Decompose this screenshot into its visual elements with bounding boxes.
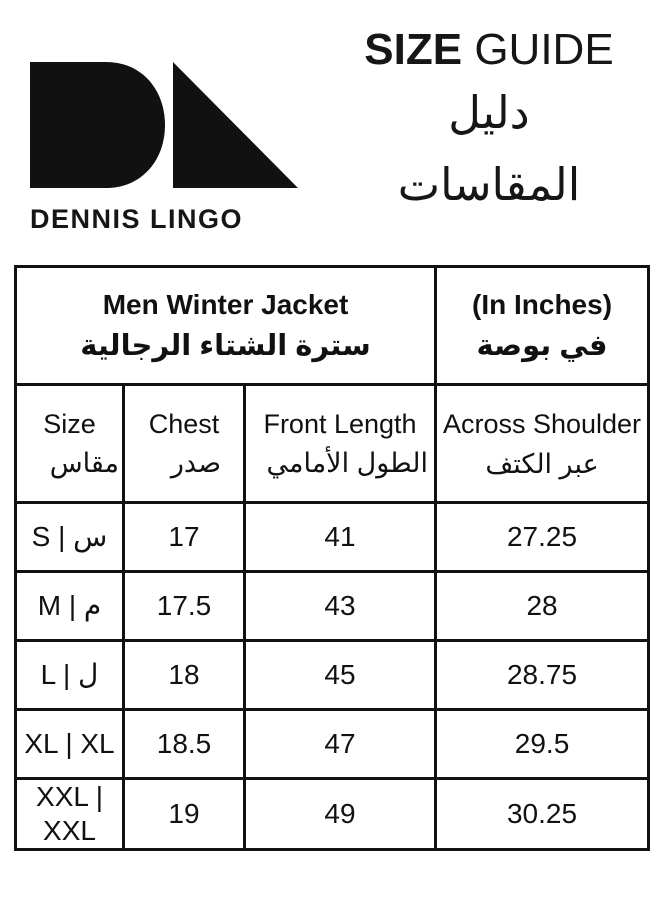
- title-block: SIZE GUIDE دليل المقاسات: [336, 24, 642, 221]
- table-title-row: Men Winter Jacket سترة الشتاء الرجالية (…: [13, 265, 651, 386]
- across-shoulder-cell: 27.25: [434, 501, 651, 573]
- column-header-size-ar: مقاس: [49, 448, 119, 478]
- size-cell: XL | XL: [14, 708, 125, 780]
- page-title: SIZE GUIDE: [336, 24, 642, 77]
- column-header-size-en: Size: [43, 409, 96, 439]
- across-shoulder-cell: 30.25: [434, 777, 651, 851]
- units-cell: (In Inches) في بوصة: [434, 265, 651, 386]
- column-header-chest-ar: صدر: [170, 448, 221, 478]
- product-title-cell: Men Winter Jacket سترة الشتاء الرجالية: [13, 265, 438, 386]
- table-row: L | ل 18 45 28.75: [14, 639, 651, 711]
- column-header-across-shoulder: Across Shoulder عبر الكتف: [434, 383, 651, 504]
- front-length-cell: 49: [242, 777, 438, 851]
- column-header-front-length: Front Length الطول الأمامي: [242, 383, 438, 504]
- dennis-lingo-logo-icon: [30, 62, 298, 188]
- front-length-cell: 45: [242, 639, 438, 711]
- column-header-front-length-ar: الطول الأمامي: [266, 448, 429, 478]
- chest-cell: 18.5: [122, 708, 246, 780]
- column-header-row: Size مقاس Chest صدر Front Length الطول ا…: [14, 383, 651, 504]
- table-row: XL | XL 18.5 47 29.5: [14, 708, 651, 780]
- brand-block: DENNIS LINGO: [30, 62, 298, 235]
- across-shoulder-cell: 29.5: [434, 708, 651, 780]
- page-title-arabic-line2: المقاسات: [397, 158, 581, 210]
- front-length-cell: 43: [242, 570, 438, 642]
- across-shoulder-cell: 28.75: [434, 639, 651, 711]
- column-header-size: Size مقاس: [14, 383, 125, 504]
- product-name-en: Men Winter Jacket: [102, 288, 349, 320]
- size-cell: XXL | XXL: [14, 777, 125, 851]
- column-header-chest: Chest صدر: [122, 383, 246, 504]
- units-en: (In Inches): [472, 288, 613, 320]
- table-row: XXL | XXL 19 49 30.25: [14, 777, 651, 851]
- across-shoulder-cell: 28: [434, 570, 651, 642]
- table-row: S | س 17 41 27.25: [14, 501, 651, 573]
- page-header: DENNIS LINGO SIZE GUIDE دليل المقاسات: [0, 0, 660, 265]
- chest-cell: 19: [122, 777, 246, 851]
- table-row: M | م 17.5 43 28: [14, 570, 651, 642]
- page-title-arabic-line1: دليل: [448, 86, 530, 138]
- column-header-across-shoulder-ar: عبر الكتف: [485, 449, 599, 479]
- size-table: Men Winter Jacket سترة الشتاء الرجالية (…: [13, 265, 651, 851]
- chest-cell: 17: [122, 501, 246, 573]
- chest-cell: 18: [122, 639, 246, 711]
- units-ar: في بوصة: [476, 329, 608, 362]
- column-header-front-length-en: Front Length: [263, 409, 417, 439]
- column-header-across-shoulder-en: Across Shoulder: [442, 409, 642, 439]
- chest-cell: 17.5: [122, 570, 246, 642]
- size-cell: S | س: [14, 501, 125, 573]
- column-header-chest-en: Chest: [148, 409, 220, 439]
- size-guide-page: DENNIS LINGO SIZE GUIDE دليل المقاسات Me…: [0, 0, 660, 851]
- front-length-cell: 41: [242, 501, 438, 573]
- page-title-size-word: SIZE: [364, 25, 463, 74]
- size-cell: M | م: [14, 570, 125, 642]
- front-length-cell: 47: [242, 708, 438, 780]
- page-title-guide-word: GUIDE: [474, 25, 614, 74]
- size-cell: L | ل: [14, 639, 125, 711]
- product-name-ar: سترة الشتاء الرجالية: [80, 329, 371, 362]
- size-table-body: S | س 17 41 27.25 M | م 17.5 43 28 L | ل…: [14, 501, 651, 851]
- brand-name: DENNIS LINGO: [30, 204, 244, 234]
